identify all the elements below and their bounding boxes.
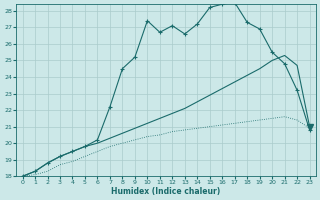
X-axis label: Humidex (Indice chaleur): Humidex (Indice chaleur) xyxy=(111,187,221,196)
